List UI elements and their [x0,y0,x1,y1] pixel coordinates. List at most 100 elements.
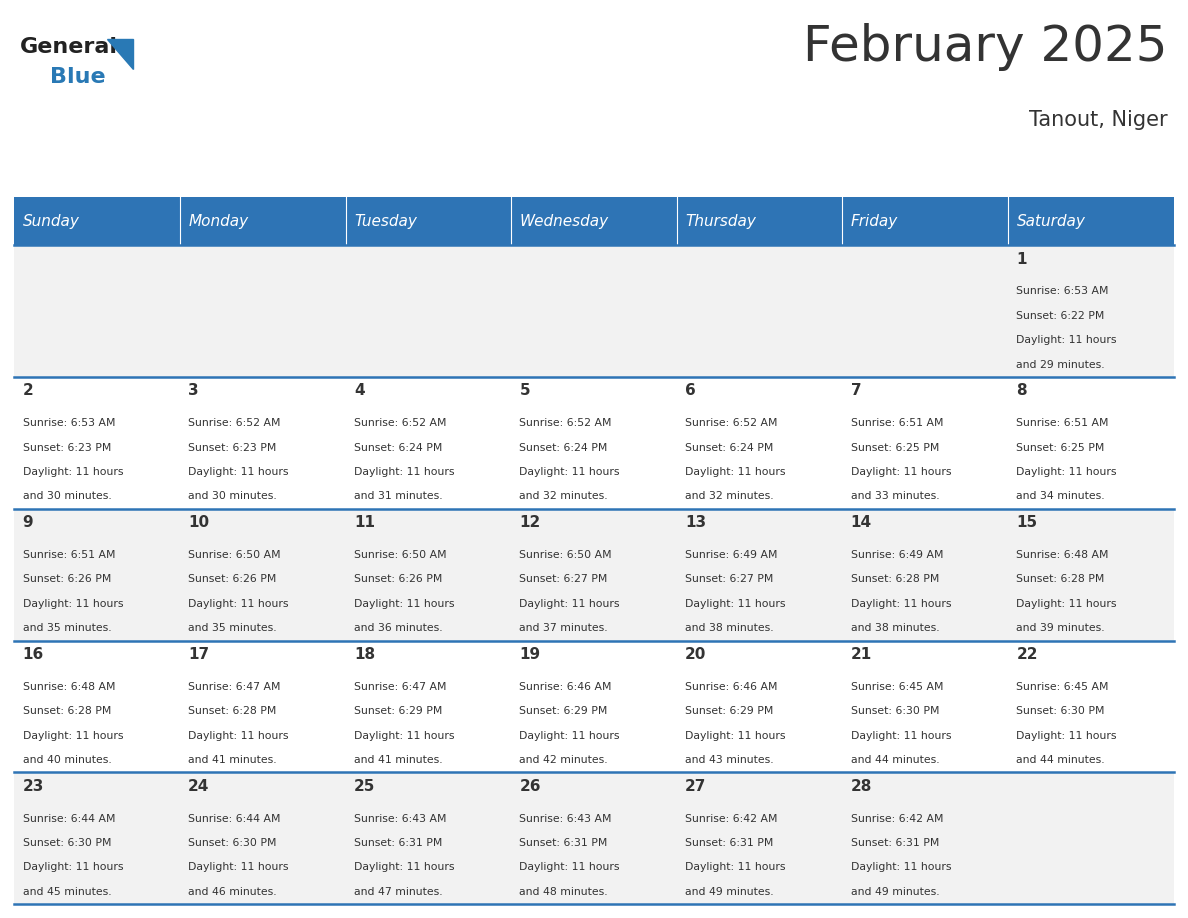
Text: Tuesday: Tuesday [354,214,417,229]
Bar [179,377,346,509]
Bar [1009,197,1174,245]
Text: Sunrise: 6:50 AM: Sunrise: 6:50 AM [354,550,447,560]
Text: 27: 27 [685,778,707,794]
Text: Daylight: 11 hours: Daylight: 11 hours [23,863,124,872]
Text: 26: 26 [519,778,541,794]
Text: 10: 10 [188,515,209,531]
Bar [511,377,677,509]
Text: Sunrise: 6:51 AM: Sunrise: 6:51 AM [1017,419,1108,428]
Text: Sunset: 6:25 PM: Sunset: 6:25 PM [1017,442,1105,453]
Text: Daylight: 11 hours: Daylight: 11 hours [1017,599,1117,609]
Bar [511,509,677,641]
Text: 16: 16 [23,647,44,662]
Polygon shape [107,39,133,69]
Text: and 49 minutes.: and 49 minutes. [851,887,940,897]
Bar [511,641,677,772]
Text: and 41 minutes.: and 41 minutes. [188,755,277,765]
Text: and 34 minutes.: and 34 minutes. [1017,491,1105,501]
Text: Sunset: 6:26 PM: Sunset: 6:26 PM [188,575,277,585]
Bar [511,245,677,377]
Text: and 30 minutes.: and 30 minutes. [188,491,277,501]
Bar [179,197,346,245]
Bar [1009,772,1174,904]
Text: 11: 11 [354,515,375,531]
Text: Sunset: 6:30 PM: Sunset: 6:30 PM [1017,706,1105,716]
Text: Sunset: 6:30 PM: Sunset: 6:30 PM [23,838,110,848]
Text: Sunset: 6:28 PM: Sunset: 6:28 PM [188,706,277,716]
Bar [346,197,511,245]
Text: and 35 minutes.: and 35 minutes. [23,623,112,633]
Text: and 31 minutes.: and 31 minutes. [354,491,442,501]
Text: 6: 6 [685,384,696,398]
Text: Daylight: 11 hours: Daylight: 11 hours [851,599,952,609]
Text: Daylight: 11 hours: Daylight: 11 hours [354,731,454,741]
Bar [179,641,346,772]
Text: Sunrise: 6:43 AM: Sunrise: 6:43 AM [519,813,612,823]
Text: 28: 28 [851,778,872,794]
Text: Sunset: 6:30 PM: Sunset: 6:30 PM [851,706,940,716]
Text: Daylight: 11 hours: Daylight: 11 hours [519,731,620,741]
Text: Sunset: 6:23 PM: Sunset: 6:23 PM [23,442,110,453]
Text: 22: 22 [1017,647,1038,662]
Text: 9: 9 [23,515,33,531]
Text: Sunset: 6:24 PM: Sunset: 6:24 PM [519,442,608,453]
Text: Sunrise: 6:51 AM: Sunrise: 6:51 AM [23,550,115,560]
Bar [1009,509,1174,641]
Text: Sunday: Sunday [23,214,80,229]
Text: Sunset: 6:24 PM: Sunset: 6:24 PM [354,442,442,453]
Bar [677,245,842,377]
Text: and 42 minutes.: and 42 minutes. [519,755,608,765]
Bar [346,245,511,377]
Bar [842,641,1009,772]
Text: Saturday: Saturday [1017,214,1086,229]
Text: Sunset: 6:22 PM: Sunset: 6:22 PM [1017,311,1105,320]
Bar [346,377,511,509]
Text: Daylight: 11 hours: Daylight: 11 hours [851,863,952,872]
Text: and 41 minutes.: and 41 minutes. [354,755,442,765]
Bar [346,509,511,641]
Bar [179,245,346,377]
Text: Sunrise: 6:53 AM: Sunrise: 6:53 AM [23,419,115,428]
Text: 1: 1 [1017,252,1026,266]
Text: Sunset: 6:29 PM: Sunset: 6:29 PM [685,706,773,716]
Text: Sunset: 6:26 PM: Sunset: 6:26 PM [23,575,110,585]
Text: Wednesday: Wednesday [519,214,608,229]
Text: and 37 minutes.: and 37 minutes. [519,623,608,633]
Text: Sunrise: 6:44 AM: Sunrise: 6:44 AM [23,813,115,823]
Text: 8: 8 [1017,384,1028,398]
Text: 21: 21 [851,647,872,662]
Text: Sunset: 6:29 PM: Sunset: 6:29 PM [519,706,608,716]
Bar [842,245,1009,377]
Bar [14,377,179,509]
Text: Sunrise: 6:49 AM: Sunrise: 6:49 AM [851,550,943,560]
Text: Sunrise: 6:47 AM: Sunrise: 6:47 AM [354,682,447,692]
Text: Sunrise: 6:52 AM: Sunrise: 6:52 AM [188,419,280,428]
Text: Daylight: 11 hours: Daylight: 11 hours [1017,335,1117,345]
Text: Daylight: 11 hours: Daylight: 11 hours [685,599,785,609]
Bar [1009,641,1174,772]
Text: and 32 minutes.: and 32 minutes. [519,491,608,501]
Text: Daylight: 11 hours: Daylight: 11 hours [188,467,289,477]
Text: 18: 18 [354,647,375,662]
Text: Sunset: 6:25 PM: Sunset: 6:25 PM [851,442,940,453]
Text: Sunset: 6:24 PM: Sunset: 6:24 PM [685,442,773,453]
Text: and 38 minutes.: and 38 minutes. [851,623,940,633]
Text: Daylight: 11 hours: Daylight: 11 hours [519,599,620,609]
Text: 7: 7 [851,384,861,398]
Text: Sunset: 6:28 PM: Sunset: 6:28 PM [23,706,110,716]
Text: Daylight: 11 hours: Daylight: 11 hours [188,863,289,872]
Bar [14,245,179,377]
Text: Sunset: 6:28 PM: Sunset: 6:28 PM [851,575,940,585]
Text: Sunrise: 6:49 AM: Sunrise: 6:49 AM [685,550,778,560]
Bar [511,197,677,245]
Text: Sunrise: 6:50 AM: Sunrise: 6:50 AM [519,550,612,560]
Bar [1009,377,1174,509]
Text: Sunset: 6:28 PM: Sunset: 6:28 PM [1017,575,1105,585]
Bar [179,509,346,641]
Text: 23: 23 [23,778,44,794]
Text: and 38 minutes.: and 38 minutes. [685,623,773,633]
Bar [511,772,677,904]
Text: Daylight: 11 hours: Daylight: 11 hours [685,731,785,741]
Text: Sunset: 6:31 PM: Sunset: 6:31 PM [685,838,773,848]
Text: and 30 minutes.: and 30 minutes. [23,491,112,501]
